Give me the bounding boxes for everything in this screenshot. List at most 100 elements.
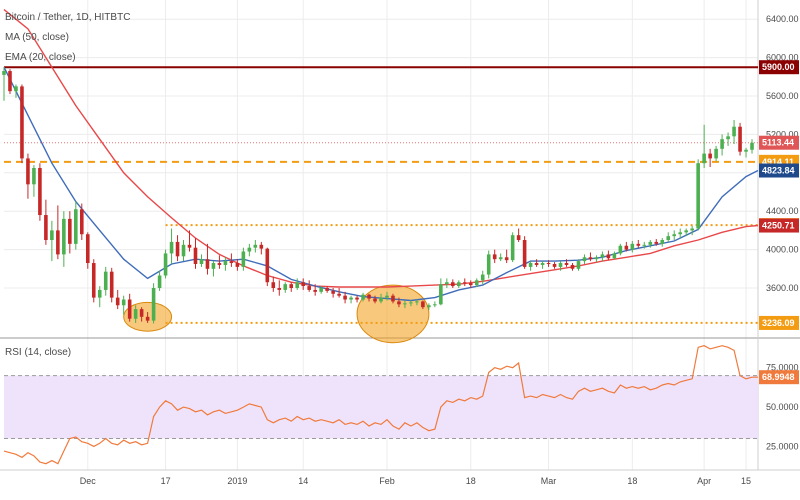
legend: Bitcoin / Tether, 1D, HITBTC MA (50, clo… [5, 8, 130, 68]
candle-body [726, 136, 730, 140]
legend-title: Bitcoin / Tether, 1D, HITBTC [5, 12, 131, 23]
candle-body [439, 284, 443, 305]
candle-body [720, 139, 724, 149]
price-label-box [759, 163, 799, 178]
candle-body [600, 254, 605, 258]
candle-body [109, 271, 114, 298]
candle-body [708, 153, 712, 159]
candle-body [654, 241, 659, 244]
candle-body [211, 263, 216, 269]
candle-body [636, 243, 641, 246]
time-tick-label: Mar [541, 476, 557, 486]
price-label: 4250.71 [762, 221, 795, 231]
candle-body [175, 241, 180, 257]
candle-body [564, 263, 569, 265]
rsi-band [4, 375, 758, 439]
candle-body [642, 244, 647, 246]
candle-body [8, 71, 12, 92]
ma-line [3, 9, 759, 288]
candle-body [103, 271, 108, 290]
time-tick-label: Feb [379, 476, 395, 486]
price-label-box [759, 315, 799, 330]
rsi-line [3, 345, 758, 465]
price-label: 3236.09 [762, 318, 795, 328]
candle-body [2, 71, 6, 75]
candle-body [307, 286, 311, 290]
price-tick-label: 5200.00 [766, 129, 799, 139]
legend-ma: MA (50, close) [5, 32, 69, 43]
candle-body [205, 259, 210, 269]
candle-body [474, 280, 479, 286]
price-tick-label: 4000.00 [766, 245, 799, 255]
candle-body [343, 295, 347, 300]
candle-body [552, 264, 557, 267]
candle-body [26, 158, 30, 185]
candle-body [750, 142, 754, 150]
candle-body [229, 261, 234, 264]
price-tick-label: 3600.00 [766, 283, 799, 293]
time-tick-label: 17 [161, 476, 171, 486]
rsi-tick-label: 25.0000 [766, 441, 799, 451]
candle-body [415, 301, 419, 303]
time-tick-label: 15 [741, 476, 751, 486]
candle-body [349, 297, 353, 300]
time-tick-label: 18 [627, 476, 637, 486]
candle-body [355, 297, 359, 300]
candle-body [540, 263, 545, 265]
candle-body [74, 209, 78, 244]
candle-body [289, 284, 294, 288]
rsi-value-label: 68.9948 [762, 372, 795, 382]
candle-body [62, 218, 66, 255]
candle-body [44, 215, 48, 240]
candle-body [187, 244, 192, 248]
candle-body [121, 299, 126, 306]
candle-body [169, 241, 174, 254]
candle-body [20, 86, 24, 159]
candle-body [397, 301, 401, 305]
candle-body [504, 257, 509, 261]
price-label: 4914.11 [762, 157, 794, 167]
price-label-box [759, 218, 799, 233]
candle-body [313, 289, 317, 292]
candle-body [379, 297, 383, 302]
candle-body [732, 126, 736, 137]
candle-body [462, 282, 467, 284]
candle-body [283, 284, 288, 290]
candle-body [38, 168, 42, 216]
candle-body [325, 288, 329, 291]
candle-body [433, 304, 437, 306]
candle-body [277, 288, 282, 290]
candle-body [241, 251, 246, 267]
candle-body [582, 257, 587, 262]
candle-body [492, 254, 497, 260]
candle-body [522, 240, 527, 267]
price-tick-label: 6000.00 [766, 53, 799, 63]
candle-body [445, 282, 449, 285]
candle-body [498, 257, 503, 260]
price-label: 4823.84 [762, 166, 795, 176]
candle-body [79, 209, 84, 235]
candle-body [480, 274, 485, 281]
candle-body [594, 257, 599, 260]
legend-ema: EMA (20, close) [5, 52, 76, 63]
candle-body [361, 294, 365, 300]
candle-body [696, 163, 700, 229]
candle-body [163, 253, 168, 276]
candle-body [714, 148, 718, 159]
candle-body [199, 259, 204, 264]
candle-body [385, 295, 389, 298]
candle-body [409, 302, 413, 304]
candle-body [684, 230, 688, 233]
candle-body [510, 235, 515, 261]
price-label-box [759, 60, 799, 75]
candle-body [373, 298, 377, 302]
rsi-value-box [759, 370, 799, 385]
candle-body [403, 303, 407, 305]
candle-body [427, 305, 431, 308]
candle-body [193, 247, 198, 264]
candle-body [14, 86, 18, 92]
rsi-legend: RSI (14, close) [5, 347, 72, 358]
candle-body [612, 253, 617, 259]
candle-body [588, 257, 593, 260]
